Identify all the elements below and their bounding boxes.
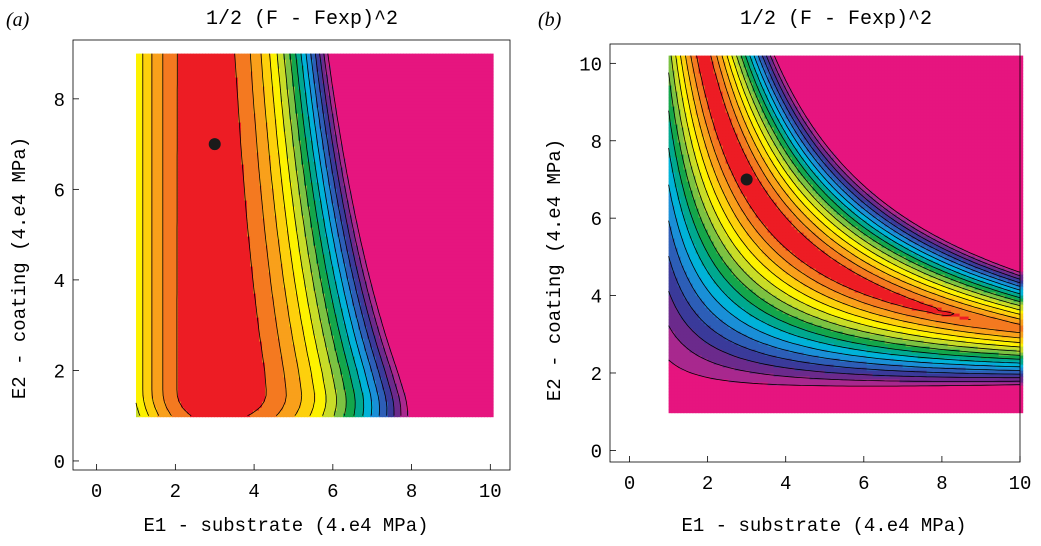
panel-a-plot (73, 40, 510, 470)
panel-a-contour-fill (136, 54, 494, 418)
panel-a-label: (a) (6, 9, 30, 31)
panel-a-title: 1/2 (F - Fexp)^2 (206, 8, 398, 31)
